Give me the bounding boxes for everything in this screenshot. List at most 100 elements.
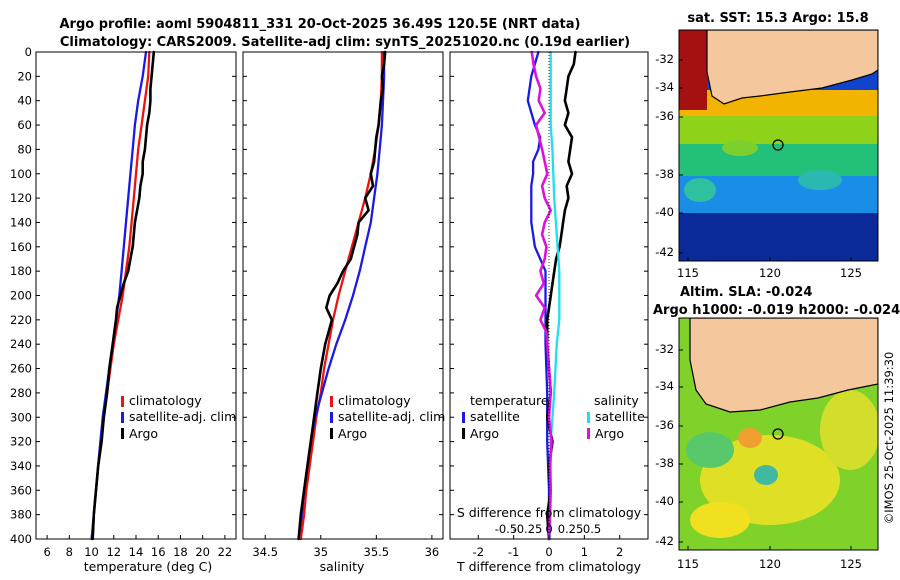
- legend-t-satellite-swatch: [462, 412, 465, 423]
- legend-temperature-heading: temperature: [470, 393, 549, 408]
- sla-map-frame: [678, 317, 879, 551]
- legend-t-satellite-label: satellite: [470, 409, 520, 424]
- legend-salinity-heading: salinity: [594, 393, 639, 408]
- salinity-panel: 34.5 35 35.5 36 salinity climatology satell…: [242, 50, 445, 574]
- legend-satellite-label: satellite-adj. clim: [129, 409, 236, 424]
- difference-legend-salinity: salinity satellite Argo: [587, 393, 645, 441]
- series-salinity-satellite: [548, 50, 561, 541]
- sst-band-green: [679, 138, 878, 176]
- difference-top-xlabel: S difference from climatology: [457, 505, 642, 520]
- sla-ytick: -40: [655, 494, 674, 508]
- temperature-xlabel: temperature (deg C): [84, 559, 213, 574]
- sst-map-frame: [678, 29, 879, 262]
- series-satellite-adj-clim: [297, 50, 386, 541]
- sst-ytick: -42: [655, 245, 674, 259]
- depth-tick-label: 160: [10, 240, 32, 254]
- sst-map: sat. SST: 15.3 Argo: 15.8 -32 -34 -36 -3…: [655, 11, 879, 280]
- sla-map-ocean: [679, 318, 878, 550]
- top-xtick-label: -0.5: [495, 522, 517, 536]
- legend-satellite-swatch: [121, 412, 124, 423]
- top-xtick-label: 0.5: [583, 522, 601, 536]
- legend-s-argo-swatch: [587, 428, 590, 439]
- xtick-label: 1: [581, 545, 588, 559]
- temperature-axes-box: [35, 51, 237, 540]
- sla-ytick: -34: [655, 379, 674, 393]
- series-temperature-argo: [545, 50, 577, 541]
- series-climatology: [299, 50, 384, 541]
- sst-map-title: sat. SST: 15.3 Argo: 15.8: [687, 11, 868, 26]
- salinity-xlabel: salinity: [320, 559, 365, 574]
- temperature-panel: 0 20 40 60 80 100 120 140 160 180 200 220 240 260 280 3…: [10, 45, 237, 574]
- sst-ytick: -34: [655, 80, 674, 94]
- xtick-label: 6: [43, 545, 50, 559]
- salinity-ticks: 34.5 35 35.5 36: [243, 51, 443, 559]
- sst-xtick: 125: [840, 266, 862, 280]
- difference-ticks: -2 -1 0 1 2 -0.5-0.25 0 0.25 0.5: [450, 51, 648, 559]
- sla-map-title-line2: Argo h1000: -0.019 h2000: -0.024: [653, 303, 900, 318]
- xtick-label: 0: [545, 545, 552, 559]
- top-xtick-label: -0.25: [513, 522, 543, 536]
- salinity-axes-box: [242, 51, 444, 540]
- salinity-lines: [297, 50, 387, 541]
- top-xtick-label: 0.25: [558, 522, 584, 536]
- legend-t-argo-swatch: [462, 428, 465, 439]
- depth-tick-label: 180: [10, 264, 32, 278]
- sst-map-ocean: [679, 30, 878, 261]
- sla-xtick: 115: [677, 557, 699, 571]
- legend-argo-label: Argo: [129, 426, 158, 441]
- depth-tick-label: 140: [10, 215, 32, 229]
- depth-tick-label: 320: [10, 435, 32, 449]
- sst-eddy-2: [798, 170, 842, 190]
- legend-argo-swatch: [330, 428, 333, 439]
- legend-s-satellite-swatch: [587, 412, 590, 423]
- legend-argo-swatch: [121, 428, 124, 439]
- sla-anomaly-green: [686, 432, 734, 468]
- sla-xtick: 120: [759, 557, 781, 571]
- sst-ytick: -36: [655, 109, 674, 123]
- legend-satellite-label: satellite-adj. clim: [338, 409, 445, 424]
- series-temperature-satellite: [526, 50, 551, 541]
- sst-ytick: -38: [655, 167, 674, 181]
- figure-title-line2: Climatology: CARS2009. Satellite-adj cli…: [60, 35, 630, 50]
- salinity-legend: climatology satellite-adj. clim Argo: [330, 393, 445, 441]
- xtick-label: 36: [425, 545, 440, 559]
- sst-ytick: -32: [655, 52, 674, 66]
- top-xtick-label: 0: [545, 522, 552, 536]
- sla-coastline: [689, 318, 878, 413]
- sst-eddy-3: [684, 178, 716, 202]
- sst-band-red-west: [679, 30, 707, 110]
- sst-coastline: [706, 30, 878, 105]
- legend-s-satellite-label: satellite: [595, 409, 645, 424]
- xtick-label: 20: [195, 545, 210, 559]
- depth-tick-label: 60: [17, 118, 32, 132]
- legend-climatology-swatch: [121, 396, 124, 407]
- xtick-label: 14: [129, 545, 144, 559]
- legend-t-argo-label: Argo: [470, 426, 499, 441]
- legend-climatology-label: climatology: [129, 393, 202, 408]
- series-argo: [297, 50, 387, 541]
- legend-argo-label: Argo: [338, 426, 367, 441]
- xtick-label: 10: [84, 545, 99, 559]
- depth-tick-label: 280: [10, 386, 32, 400]
- depth-tick-label: 400: [10, 532, 32, 546]
- figure-title-line1: Argo profile: aoml 5904811_331 20-Oct-20…: [60, 17, 581, 32]
- difference-lines: [526, 50, 577, 541]
- depth-tick-label: 0: [25, 45, 32, 59]
- temperature-legend: climatology satellite-adj. clim Argo: [121, 393, 236, 441]
- sst-band-lime: [679, 112, 878, 144]
- depth-tick-label: 20: [17, 69, 32, 83]
- sla-argo-marker: [772, 428, 784, 440]
- sla-ytick: -38: [655, 456, 674, 470]
- sla-xtick: 125: [840, 557, 862, 571]
- depth-tick-label: 100: [10, 167, 32, 181]
- xtick-label: 35.5: [364, 545, 390, 559]
- legend-s-argo-label: Argo: [595, 426, 624, 441]
- sla-map-title-line1: Altim. SLA: -0.024: [680, 285, 812, 300]
- series-argo: [91, 50, 156, 541]
- depth-tick-label: 80: [17, 142, 32, 156]
- xtick-label: 22: [218, 545, 233, 559]
- sst-argo-marker: [772, 139, 784, 151]
- xtick-label: 34.5: [252, 545, 278, 559]
- temperature-lines: [90, 50, 156, 541]
- depth-tick-label: 200: [10, 289, 32, 303]
